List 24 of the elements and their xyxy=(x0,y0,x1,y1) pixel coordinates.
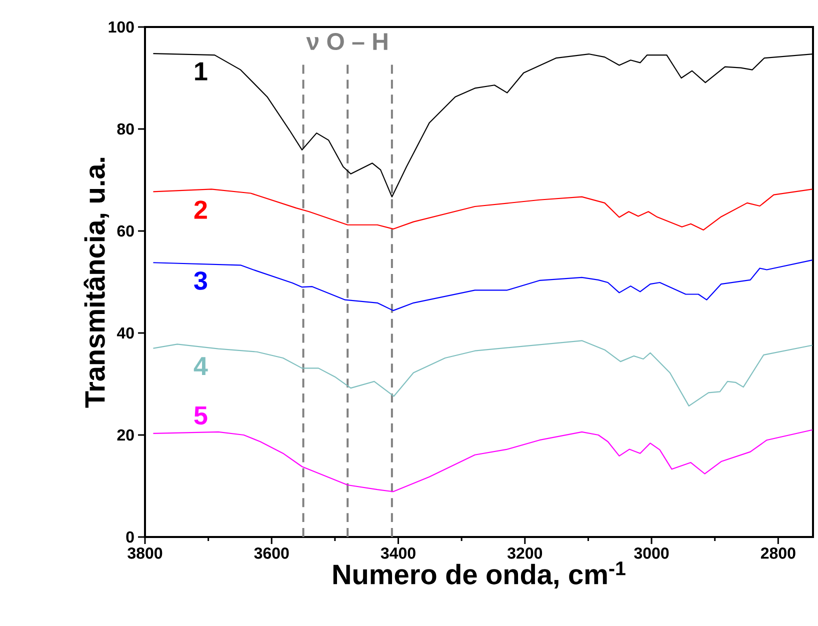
y-tick-label: 80 xyxy=(117,123,134,135)
y-tick-label: 20 xyxy=(117,429,134,441)
x-tick-label: 3600 xyxy=(254,547,289,559)
y-axis-title: Transmitância, u.a. xyxy=(84,158,109,408)
series-label: 4 xyxy=(194,357,208,376)
line-series xyxy=(152,429,813,492)
x-tick-label: 3000 xyxy=(634,547,669,559)
annotation: ν O – H xyxy=(306,33,388,50)
x-tick-label: 3400 xyxy=(380,547,416,559)
series-label: 3 xyxy=(194,271,207,290)
y-tick-label: 0 xyxy=(126,531,134,543)
series-label: 2 xyxy=(194,200,207,219)
y-tick-label: 100 xyxy=(108,21,134,33)
line-series xyxy=(152,340,813,406)
x-tick-label: 2800 xyxy=(760,547,796,559)
line-series xyxy=(152,188,813,231)
y-tick-label: 60 xyxy=(117,225,134,237)
x-tick-label: 3200 xyxy=(507,547,542,559)
x-tick-label: 3800 xyxy=(128,547,162,559)
x-axis-title: Numero de onda, cm$^{-1}$ xyxy=(333,562,626,588)
line-series xyxy=(152,260,813,312)
series-label: 1 xyxy=(195,62,208,80)
series-label: 5 xyxy=(194,406,208,425)
y-tick-label: 40 xyxy=(116,327,134,339)
